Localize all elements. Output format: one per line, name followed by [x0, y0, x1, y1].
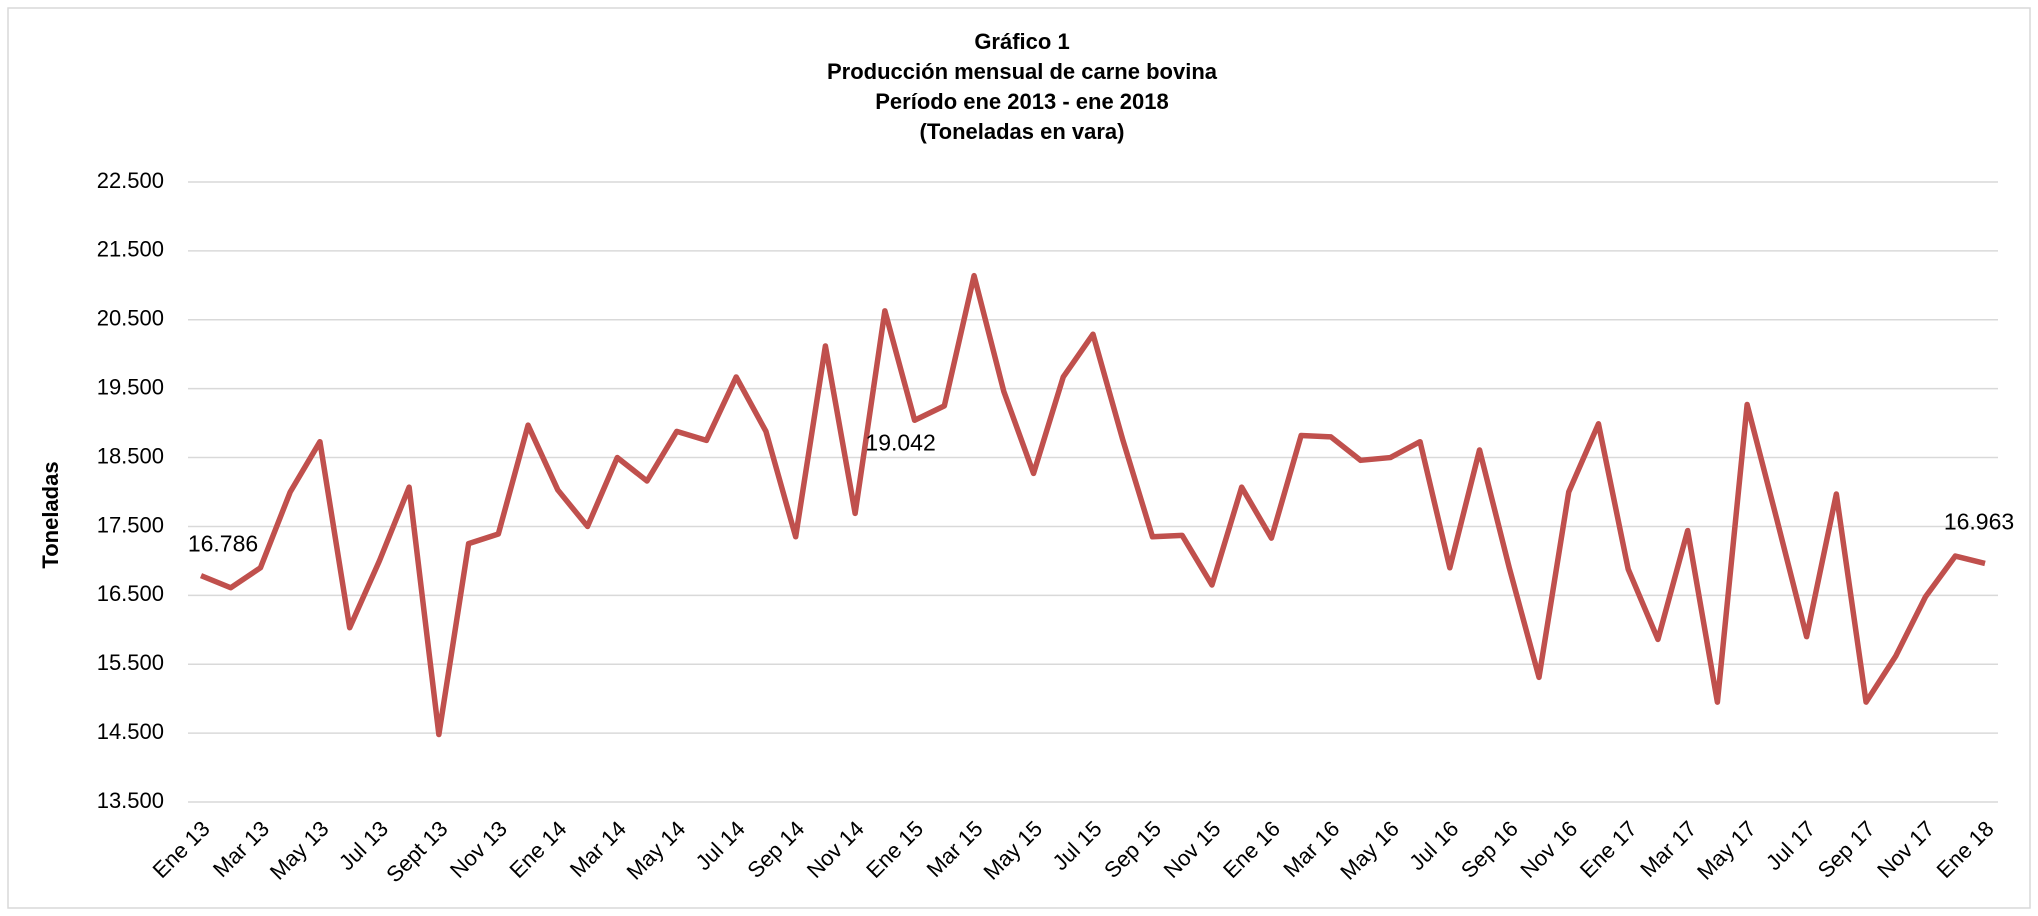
y-tick-label: 19.500: [97, 374, 164, 399]
x-tick-label: Mar 13: [208, 816, 274, 882]
x-tick-label: Ene 17: [1575, 816, 1642, 883]
x-tick-label: May 17: [1692, 816, 1761, 885]
y-tick-label: 18.500: [97, 443, 164, 468]
x-tick-label: Jul 16: [1404, 816, 1463, 875]
x-tick-label: Nov 14: [802, 816, 869, 883]
x-tick-label: Sep 17: [1813, 816, 1880, 883]
y-tick-label: 13.500: [97, 788, 164, 813]
x-tick-label: Mar 14: [565, 816, 631, 882]
x-tick-label: Ene 18: [1932, 816, 1999, 883]
x-tick-label: May 16: [1335, 816, 1404, 885]
x-tick-label: Jul 14: [691, 816, 750, 875]
chart-title: Producción mensual de carne bovina: [827, 59, 1218, 84]
x-tick-label: Ene 14: [504, 816, 571, 883]
x-tick-label: Mar 15: [922, 816, 988, 882]
chart-title: Período ene 2013 - ene 2018: [875, 89, 1169, 114]
chart-frame: [7, 7, 2031, 909]
x-tick-label: Nov 17: [1872, 816, 1939, 883]
x-tick-label: Jul 15: [1047, 816, 1106, 875]
y-tick-label: 14.500: [97, 719, 164, 744]
chart-title: (Toneladas en vara): [920, 119, 1125, 144]
x-tick-label: May 15: [978, 816, 1047, 885]
y-tick-label: 21.500: [97, 237, 164, 262]
x-tick-label: Sep 16: [1456, 816, 1523, 883]
y-tick-label: 20.500: [97, 306, 164, 331]
x-tick-label: May 13: [265, 816, 334, 885]
x-tick-label: Jul 17: [1761, 816, 1820, 875]
y-tick-label: 15.500: [97, 650, 164, 675]
x-tick-label: Nov 13: [445, 816, 512, 883]
x-tick-label: Ene 16: [1218, 816, 1285, 883]
y-tick-label: 17.500: [97, 512, 164, 537]
chart-title: Gráfico 1: [974, 29, 1069, 54]
x-tick-label: Mar 17: [1635, 816, 1701, 882]
x-tick-label: Mar 16: [1278, 816, 1344, 882]
x-tick-label: Nov 15: [1159, 816, 1226, 883]
x-tick-label: Sep 15: [1099, 816, 1166, 883]
value-label: 16.786: [188, 531, 258, 557]
value-label: 19.042: [865, 429, 935, 455]
x-tick-label: May 14: [622, 816, 691, 885]
data-line: [199, 272, 1986, 738]
x-tick-label: Ene 15: [861, 816, 928, 883]
x-tick-label: Nov 16: [1515, 816, 1582, 883]
x-tick-label: Sep 14: [742, 816, 809, 883]
y-axis-title: Toneladas: [38, 461, 63, 568]
y-tick-label: 16.500: [97, 581, 164, 606]
x-tick-label: Sept 13: [381, 816, 452, 887]
x-tick-label: Ene 13: [148, 816, 215, 883]
value-label: 16.963: [1944, 509, 2014, 535]
y-tick-label: 22.500: [97, 168, 164, 193]
